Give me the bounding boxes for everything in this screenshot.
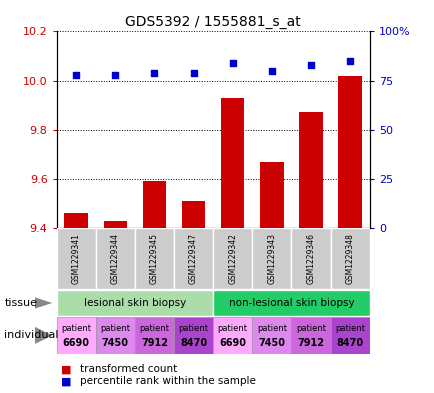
Text: transformed count: transformed count — [80, 364, 178, 375]
Text: tissue: tissue — [4, 298, 37, 308]
Bar — [95, 228, 135, 289]
Bar — [291, 317, 330, 354]
Point — [346, 58, 353, 64]
Text: percentile rank within the sample: percentile rank within the sample — [80, 376, 256, 386]
Text: individual: individual — [4, 331, 59, 340]
Point — [112, 72, 118, 78]
Bar — [213, 228, 252, 289]
Text: patient: patient — [296, 323, 325, 332]
Text: GSM1229343: GSM1229343 — [267, 233, 276, 284]
Text: lesional skin biopsy: lesional skin biopsy — [83, 298, 186, 308]
Text: 7450: 7450 — [102, 338, 128, 349]
Bar — [252, 317, 291, 354]
Bar — [142, 181, 166, 228]
Text: ■: ■ — [61, 376, 75, 386]
Polygon shape — [35, 327, 52, 344]
Bar — [181, 201, 205, 228]
Title: GDS5392 / 1555881_s_at: GDS5392 / 1555881_s_at — [125, 15, 300, 29]
Bar — [95, 317, 135, 354]
Text: GSM1229342: GSM1229342 — [228, 233, 237, 284]
Bar — [56, 228, 95, 289]
Bar — [174, 228, 213, 289]
Bar — [260, 162, 283, 228]
Polygon shape — [35, 298, 52, 309]
Text: 7912: 7912 — [141, 338, 168, 349]
Text: GSM1229348: GSM1229348 — [345, 233, 354, 284]
Point — [307, 62, 314, 68]
Point — [268, 68, 275, 74]
Text: patient: patient — [61, 323, 91, 332]
Text: patient: patient — [217, 323, 247, 332]
Text: 8470: 8470 — [336, 338, 363, 349]
Text: GSM1229346: GSM1229346 — [306, 233, 315, 284]
Text: patient: patient — [335, 323, 364, 332]
Text: patient: patient — [178, 323, 208, 332]
Text: 6690: 6690 — [62, 338, 89, 349]
Point — [190, 70, 197, 76]
Text: 7912: 7912 — [297, 338, 324, 349]
Bar — [220, 98, 244, 228]
Text: 6690: 6690 — [219, 338, 246, 349]
Bar — [135, 228, 174, 289]
Bar — [56, 317, 95, 354]
Text: GSM1229344: GSM1229344 — [111, 233, 119, 284]
Bar — [338, 75, 361, 228]
Text: GSM1229347: GSM1229347 — [189, 233, 197, 284]
Bar — [330, 317, 369, 354]
Bar — [103, 220, 127, 228]
Bar — [64, 213, 88, 228]
Bar — [174, 317, 213, 354]
Bar — [291, 228, 330, 289]
Bar — [213, 317, 252, 354]
Text: GSM1229341: GSM1229341 — [72, 233, 80, 284]
Text: patient: patient — [256, 323, 286, 332]
Bar — [213, 290, 369, 316]
Text: 7450: 7450 — [258, 338, 285, 349]
Text: ■: ■ — [61, 364, 75, 375]
Bar — [135, 317, 174, 354]
Point — [229, 60, 236, 66]
Text: non-lesional skin biopsy: non-lesional skin biopsy — [228, 298, 353, 308]
Text: 8470: 8470 — [180, 338, 207, 349]
Text: patient: patient — [100, 323, 130, 332]
Text: patient: patient — [139, 323, 169, 332]
Text: GSM1229345: GSM1229345 — [150, 233, 158, 284]
Point — [151, 70, 158, 76]
Point — [72, 72, 79, 78]
Bar — [56, 290, 213, 316]
Bar — [330, 228, 369, 289]
Bar — [299, 112, 322, 228]
Bar — [252, 228, 291, 289]
